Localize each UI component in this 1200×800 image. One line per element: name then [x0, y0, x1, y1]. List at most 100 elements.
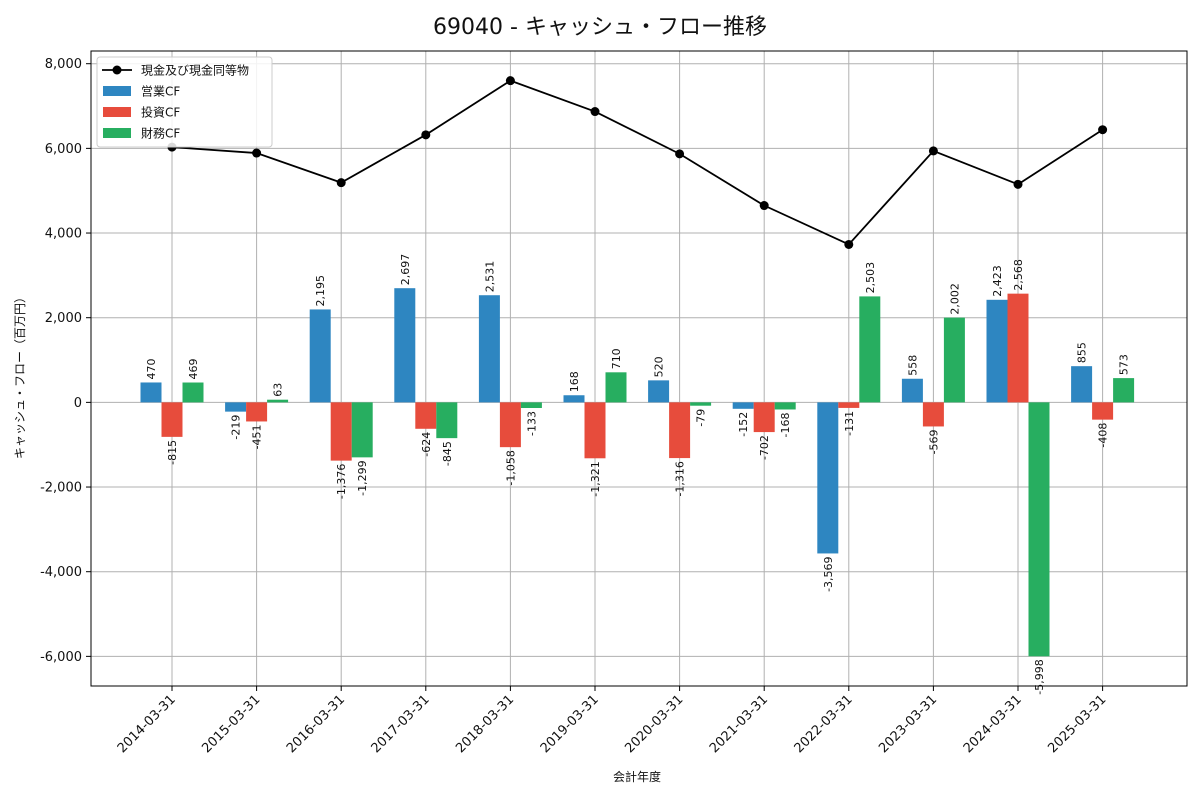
bar-financing-cf — [605, 372, 627, 403]
bar-data-label: -1,321 — [589, 461, 602, 496]
line-layer — [167, 76, 1108, 249]
cash-equivalents-point — [421, 130, 431, 140]
bar-data-label: 2,002 — [948, 283, 961, 315]
chart-title: 69040 - キャッシュ・フロー推移 — [433, 15, 767, 40]
x-tick-label: 2019-03-31 — [538, 692, 602, 756]
labels-layer: 470 -219 2,195 2,697 2,531 168 520 -152 -3,569 55… — [145, 254, 1131, 695]
cash-equivalents-line — [171, 79, 1104, 246]
x-tick-label: 2024-03-31 — [961, 692, 1025, 756]
x-tick-label: 2021-03-31 — [707, 692, 771, 756]
bar-operating-cf — [225, 402, 247, 412]
x-tick-label: 2022-03-31 — [792, 692, 856, 756]
bar-data-label: 2,697 — [399, 254, 412, 286]
bar-investing-cf — [584, 402, 606, 459]
bar-data-label: 470 — [145, 358, 158, 379]
plot-frame — [90, 50, 1188, 687]
bar-financing-cf — [520, 402, 542, 408]
bar-data-label: 520 — [653, 356, 666, 377]
axes-layer: -6,000 -4,000 -2,000 0 2,000 4,000 6,000 8,000 2… — [40, 50, 1188, 756]
legend-entry-label: 営業CF — [141, 85, 180, 99]
bar-operating-cf — [478, 295, 500, 403]
bar-data-label: -133 — [525, 411, 538, 436]
bar-investing-cf — [922, 402, 944, 427]
bar-operating-cf — [986, 299, 1008, 403]
bar-data-label: -569 — [927, 429, 940, 454]
bar-investing-cf — [499, 402, 521, 448]
bar-data-label: 710 — [610, 348, 623, 369]
bar-data-label: 2,531 — [483, 261, 496, 293]
bar-data-label: -131 — [843, 411, 856, 436]
x-tick-label: 2014-03-31 — [115, 692, 179, 756]
bar-operating-cf — [901, 378, 923, 403]
cash-equivalents-point — [336, 178, 346, 188]
bar-investing-cf — [1007, 293, 1029, 403]
bar-financing-cf — [690, 402, 712, 406]
bar-data-label: 2,503 — [864, 262, 877, 294]
legend-bar-swatch — [103, 107, 131, 117]
bar-data-label: 469 — [187, 359, 200, 380]
bar-operating-cf — [1071, 366, 1093, 403]
bar-investing-cf — [161, 402, 183, 437]
bar-financing-cf — [267, 399, 289, 403]
cash-equivalents-point — [252, 148, 262, 158]
legend-entry-label: 財務CF — [141, 126, 180, 141]
bar-data-label: -79 — [695, 409, 708, 427]
bar-data-label: -219 — [230, 415, 243, 440]
grid-layer — [91, 51, 1187, 686]
bar-data-label: -624 — [420, 432, 433, 457]
bar-data-label: -451 — [251, 424, 264, 449]
cash-equivalents-point — [675, 149, 685, 159]
bar-data-label: -408 — [1097, 423, 1110, 448]
x-tick-label: 2020-03-31 — [622, 692, 686, 756]
cash-equivalents-point — [1098, 125, 1108, 135]
bar-operating-cf — [394, 288, 416, 403]
cash-equivalents-point — [1013, 179, 1023, 189]
bar-data-label: 2,195 — [314, 275, 327, 307]
legend-bar-swatch — [103, 128, 131, 138]
bar-data-label: -1,316 — [674, 461, 687, 496]
bar-investing-cf — [246, 402, 268, 422]
y-tick-label: -2,000 — [40, 481, 82, 496]
bar-data-label: -152 — [737, 412, 750, 437]
bar-operating-cf — [309, 309, 331, 403]
bar-data-label: -845 — [441, 441, 454, 466]
x-tick-label: 2016-03-31 — [284, 692, 348, 756]
bar-operating-cf — [817, 402, 839, 554]
bar-operating-cf — [732, 402, 754, 409]
bar-financing-cf — [859, 296, 881, 403]
x-tick-label: 2025-03-31 — [1045, 692, 1109, 756]
bar-data-label: -3,569 — [822, 556, 835, 591]
bar-financing-cf — [182, 382, 204, 403]
bar-data-label: -702 — [758, 435, 771, 460]
x-tick-label: 2023-03-31 — [876, 692, 940, 756]
bar-investing-cf — [330, 402, 352, 461]
cash-equivalents-point — [928, 146, 938, 156]
bar-investing-cf — [415, 402, 437, 429]
bar-investing-cf — [838, 402, 860, 408]
bar-financing-cf — [436, 402, 458, 439]
legend-entry-label: 投資CF — [141, 105, 180, 120]
bar-data-label: 63 — [272, 383, 285, 397]
x-tick-label: 2018-03-31 — [453, 692, 517, 756]
y-tick-label: 8,000 — [45, 57, 82, 72]
bars-layer — [140, 288, 1135, 657]
bar-financing-cf — [774, 402, 796, 410]
bar-financing-cf — [1113, 378, 1135, 403]
bar-operating-cf — [563, 395, 585, 403]
bar-data-label: -168 — [779, 412, 792, 437]
bar-financing-cf — [1028, 402, 1050, 657]
x-tick-label: 2015-03-31 — [199, 692, 263, 756]
legend-marker — [112, 65, 122, 75]
bar-investing-cf — [1092, 402, 1114, 420]
bar-operating-cf — [648, 380, 670, 403]
bar-data-label: 168 — [568, 371, 581, 392]
y-axis-label: キャッシュ・フロー（百万円） — [13, 291, 27, 459]
cash-equivalents-point — [505, 76, 515, 86]
legend-box — [96, 56, 273, 148]
x-tick-label: 2017-03-31 — [369, 692, 433, 756]
cash-equivalents-point — [759, 201, 769, 211]
y-tick-label: 6,000 — [45, 142, 82, 157]
